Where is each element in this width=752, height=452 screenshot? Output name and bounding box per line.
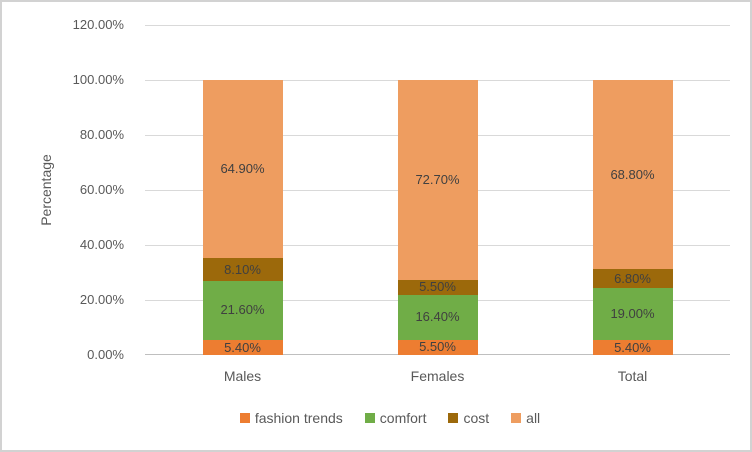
legend-swatch-icon [511, 413, 522, 423]
bar-segment-comfort-total: 19.00% [592, 287, 673, 341]
bar-segment-all-males: 64.90% [202, 80, 283, 259]
legend-swatch-icon [239, 413, 250, 423]
gridline [145, 25, 730, 26]
legend-item-label: all [526, 410, 541, 426]
data-label: 64.90% [220, 161, 265, 177]
data-label: 5.40% [614, 339, 651, 355]
bar-segment-cost-total: 6.80% [592, 269, 673, 288]
data-label: 16.40% [415, 309, 460, 325]
legend-swatch-icon [364, 413, 375, 423]
legend-item-label: cost [463, 410, 490, 426]
y-tick-label: 100.00% [72, 72, 124, 87]
legend-item-all: all [511, 410, 540, 426]
plot-area: 5.40% 21.60% 8.10% 64.90% 5.50% 16.40% 5.50% 72… [145, 25, 730, 355]
bar-segment-cost-females: 5.50% [397, 279, 478, 295]
y-tick-label: 80.00% [79, 127, 124, 142]
category-label-total: Total [617, 368, 648, 384]
data-label: 5.50% [419, 339, 456, 355]
bar-segment-all-females: 72.70% [397, 79, 478, 280]
y-tick-label: 20.00% [79, 292, 124, 307]
legend-item-cost: cost [448, 410, 489, 426]
data-label: 68.80% [610, 166, 655, 182]
data-label: 6.80% [614, 270, 651, 286]
legend-item-fashion-trends: fashion trends [239, 410, 343, 426]
data-label: 19.00% [610, 306, 655, 322]
data-label: 21.60% [220, 302, 265, 318]
category-label-females: Females [410, 368, 465, 384]
legend-swatch-icon [448, 413, 459, 423]
y-tick-label: 0.00% [87, 347, 124, 362]
bar-segment-comfort-males: 21.60% [202, 280, 283, 341]
legend-item-label: comfort [379, 410, 427, 426]
bar-segment-comfort-females: 16.40% [397, 294, 478, 340]
chart-legend: fashion trends comfort cost all [14, 406, 750, 430]
y-tick-label: 40.00% [79, 237, 124, 252]
data-label: 8.10% [224, 261, 261, 277]
data-label: 72.70% [415, 171, 460, 187]
y-tick-label: 120.00% [72, 17, 124, 32]
bar-segment-fashion-trends-males: 5.40% [202, 339, 283, 355]
bar-segment-fashion-trends-total: 5.40% [592, 339, 673, 355]
bar-segment-cost-males: 8.10% [202, 258, 283, 281]
category-label-males: Males [223, 368, 262, 384]
y-tick-label: 60.00% [79, 182, 124, 197]
legend-item-label: fashion trends [254, 410, 343, 426]
data-label: 5.50% [419, 279, 456, 295]
legend-item-comfort: comfort [364, 410, 427, 426]
bar-segment-fashion-trends-females: 5.50% [397, 339, 478, 355]
data-label: 5.40% [224, 339, 261, 355]
bar-segment-all-total: 68.80% [592, 80, 673, 270]
